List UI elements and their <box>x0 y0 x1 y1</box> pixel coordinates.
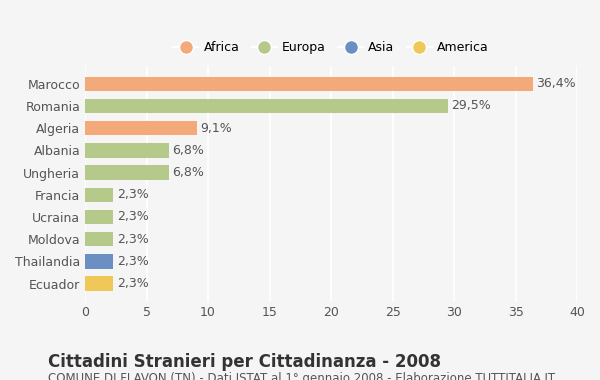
Bar <box>85 188 113 202</box>
Text: 2,3%: 2,3% <box>117 277 149 290</box>
Text: 2,3%: 2,3% <box>117 211 149 223</box>
Text: 2,3%: 2,3% <box>117 255 149 268</box>
Bar <box>85 276 113 291</box>
Bar <box>85 121 197 135</box>
Text: 6,8%: 6,8% <box>172 166 205 179</box>
Bar <box>85 99 448 113</box>
Text: 2,3%: 2,3% <box>117 233 149 246</box>
Text: 29,5%: 29,5% <box>452 100 491 112</box>
Text: 6,8%: 6,8% <box>172 144 205 157</box>
Text: 2,3%: 2,3% <box>117 188 149 201</box>
Text: COMUNE DI FLAVON (TN) - Dati ISTAT al 1° gennaio 2008 - Elaborazione TUTTITALIA.: COMUNE DI FLAVON (TN) - Dati ISTAT al 1°… <box>48 372 555 380</box>
Bar <box>85 254 113 269</box>
Bar <box>85 210 113 224</box>
Text: Cittadini Stranieri per Cittadinanza - 2008: Cittadini Stranieri per Cittadinanza - 2… <box>48 353 441 371</box>
Bar <box>85 76 533 91</box>
Legend: Africa, Europa, Asia, America: Africa, Europa, Asia, America <box>173 41 489 54</box>
Bar <box>85 232 113 246</box>
Bar <box>85 165 169 180</box>
Text: 36,4%: 36,4% <box>536 77 576 90</box>
Text: 9,1%: 9,1% <box>201 122 232 135</box>
Bar <box>85 143 169 158</box>
